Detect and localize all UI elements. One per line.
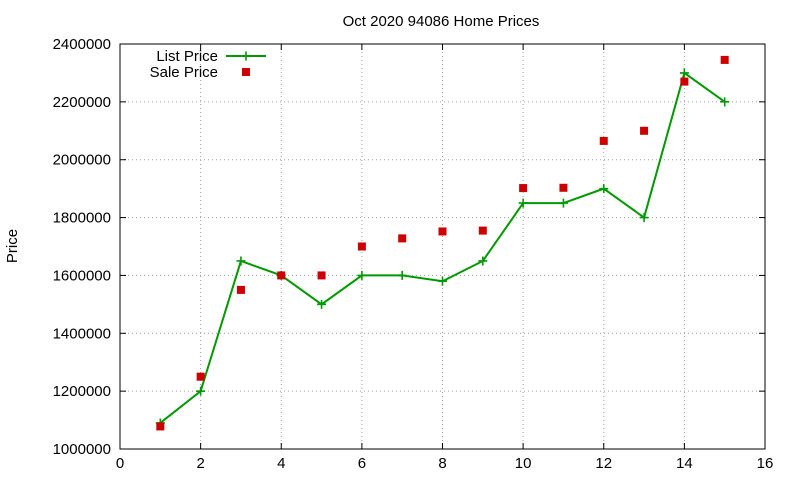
data-point xyxy=(559,183,568,192)
data-point xyxy=(397,270,407,280)
data-point xyxy=(720,97,730,107)
data-point xyxy=(438,276,447,286)
y-axis-label: Price xyxy=(4,229,21,263)
data-point xyxy=(679,68,689,78)
data-point xyxy=(438,227,447,236)
data-point xyxy=(478,256,488,266)
plot-area xyxy=(155,55,730,431)
x-tick-label: 14 xyxy=(676,455,693,472)
data-point xyxy=(317,271,326,280)
data-point xyxy=(519,184,528,193)
data-point xyxy=(277,271,286,280)
y-tick-label: 1200000 xyxy=(53,383,111,400)
data-point xyxy=(196,372,205,381)
legend-entry: Sale Price xyxy=(150,64,250,81)
legend-label: List Price xyxy=(156,48,218,65)
data-point xyxy=(558,198,568,208)
x-tick-label: 6 xyxy=(358,455,366,472)
series-2 xyxy=(156,55,729,431)
data-point xyxy=(236,285,245,294)
ticks: 0 2 4 6 8 10 12 14 16 1000000 1200000 1400000 160000… xyxy=(53,36,774,472)
grid xyxy=(120,44,765,449)
data-point xyxy=(720,55,729,64)
data-point xyxy=(357,242,366,251)
data-point xyxy=(599,136,608,145)
data-point xyxy=(357,270,367,280)
chart-title: Oct 2020 94086 Home Prices xyxy=(343,13,540,30)
y-tick-label: 1000000 xyxy=(53,441,111,458)
y-tick-label: 1400000 xyxy=(53,325,111,342)
x-tick-label: 8 xyxy=(438,455,446,472)
data-point xyxy=(478,226,487,235)
legend-label: Sale Price xyxy=(150,64,218,81)
x-tick-label: 0 xyxy=(116,455,124,472)
legend-marker xyxy=(241,51,251,61)
data-point xyxy=(196,386,206,396)
x-tick-label: 12 xyxy=(595,455,612,472)
legend-entry: List Price xyxy=(156,48,266,65)
x-tick-label: 2 xyxy=(196,455,204,472)
y-tick-label: 2000000 xyxy=(53,152,111,169)
x-tick-label: 16 xyxy=(757,455,774,472)
data-point xyxy=(639,213,649,223)
y-tick-label: 2400000 xyxy=(53,36,111,53)
series-1 xyxy=(155,68,730,428)
data-point xyxy=(640,126,649,135)
x-tick-label: 10 xyxy=(515,455,532,472)
y-tick-label: 1800000 xyxy=(53,210,111,227)
y-tick-label: 2200000 xyxy=(53,94,111,111)
series-line xyxy=(159,71,726,424)
x-tick-label: 4 xyxy=(277,455,285,472)
y-tick-label: 1600000 xyxy=(53,267,111,284)
data-point xyxy=(599,184,609,194)
data-point xyxy=(398,234,407,243)
data-point xyxy=(156,422,165,431)
data-point xyxy=(680,77,689,86)
legend-marker xyxy=(242,68,250,76)
data-point xyxy=(317,299,327,309)
data-point xyxy=(518,198,528,208)
data-point xyxy=(236,256,246,266)
